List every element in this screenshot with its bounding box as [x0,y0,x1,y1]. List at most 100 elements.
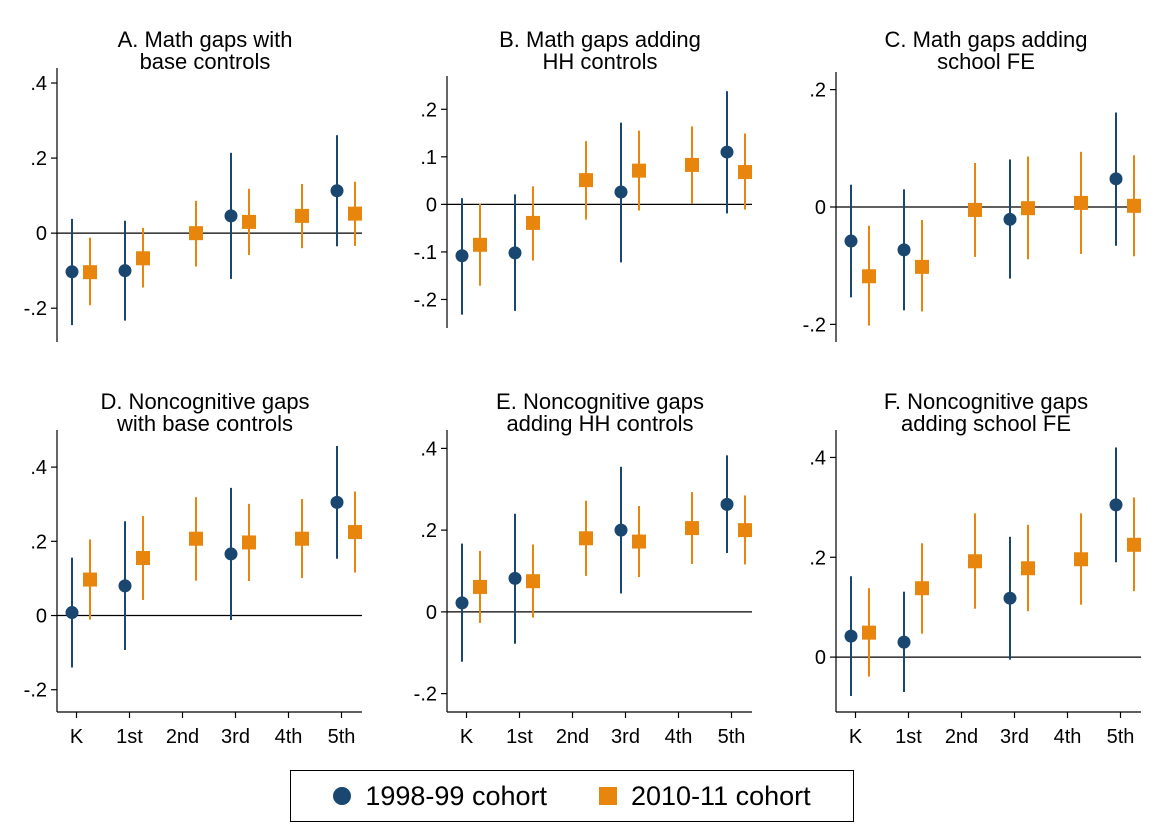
point-1998 [455,596,469,610]
point-2010 [242,214,256,229]
point-2010 [738,523,752,538]
point-2010 [685,157,699,172]
panel-title-line: adding HH controls [506,411,693,436]
y-tick-label: 0 [36,223,47,245]
x-tick-label: 4th [1054,726,1082,748]
panel-title-line: A. Math gaps with [118,27,293,52]
y-tick-label: .2 [809,547,826,569]
point-1998 [118,579,132,593]
x-tick-label: 5th [328,726,356,748]
point-2010 [685,521,699,536]
y-tick-label: 0 [815,647,826,669]
legend: 1998-99 cohort 2010-11 cohort [290,770,854,822]
point-1998 [614,185,628,199]
point-1998 [508,571,522,585]
point-1998 [118,264,132,278]
point-1998 [224,547,238,561]
y-tick-label: .4 [30,457,47,479]
y-tick-label: .4 [420,438,437,460]
point-1998 [1109,498,1123,512]
point-2010 [1074,195,1088,210]
legend-label-2010: 2010-11 cohort [631,780,811,811]
y-tick-label: .2 [809,80,826,102]
point-2010 [526,574,540,589]
x-tick-label: 5th [718,726,746,748]
x-tick-label: 2nd [556,726,589,748]
x-tick-label: 3rd [611,726,640,748]
panel-title-line: C. Math gaps adding [884,27,1087,52]
point-2010 [1074,552,1088,567]
x-tick-label: 4th [665,726,693,748]
point-1998 [720,145,734,159]
point-2010 [1021,201,1035,216]
y-tick-label: .2 [30,531,47,553]
y-tick-label: -.2 [803,314,826,336]
y-tick-label: .1 [420,147,437,169]
point-1998 [897,635,911,649]
point-2010 [1127,198,1141,213]
point-2010 [242,535,256,550]
point-2010 [295,531,309,546]
x-tick-label: K [849,726,863,748]
y-tick-label: -.2 [24,298,47,320]
point-2010 [1021,561,1035,576]
point-2010 [862,269,876,284]
x-tick-label: 1st [895,726,922,748]
x-tick-label: 3rd [221,726,250,748]
point-2010 [968,554,982,569]
panel-title-line: F. Noncognitive gaps [884,389,1088,414]
point-2010 [189,226,203,241]
point-1998 [614,523,628,537]
point-1998 [897,243,911,257]
y-tick-label: .4 [809,447,826,469]
y-tick-label: -.2 [414,289,437,311]
y-tick-label: 0 [36,606,47,628]
x-tick-label: 1st [506,726,533,748]
x-tick-label: 3rd [1000,726,1029,748]
legend-item-2010: 2010-11 cohort [599,781,811,812]
y-tick-label: .4 [30,73,47,95]
point-2010 [473,579,487,594]
x-tick-label: 1st [116,726,143,748]
point-1998 [455,249,469,263]
point-1998 [1003,591,1017,605]
panel-title-line: with base controls [116,411,293,436]
point-2010 [189,531,203,546]
x-tick-label: K [460,726,474,748]
x-tick-label: 4th [275,726,303,748]
point-1998 [330,184,344,198]
point-1998 [224,209,238,223]
x-tick-label: 2nd [166,726,199,748]
panel-title-line: B. Math gaps adding [499,27,701,52]
panel-title-line: adding school FE [901,411,1071,436]
point-2010 [136,251,150,266]
point-2010 [968,202,982,217]
point-2010 [526,215,540,230]
point-1998 [844,234,858,248]
point-1998 [330,495,344,509]
panel-title-line: E. Noncognitive gaps [496,389,704,414]
y-tick-label: 0 [426,194,437,216]
x-tick-label: 5th [1107,726,1135,748]
point-2010 [295,208,309,223]
point-2010 [136,551,150,566]
point-1998 [508,246,522,260]
point-2010 [1127,537,1141,552]
legend-marker-square [599,787,617,805]
point-1998 [1003,212,1017,226]
point-2010 [579,531,593,546]
legend-label-1998: 1998-99 cohort [365,780,547,811]
point-1998 [65,265,79,279]
point-1998 [844,629,858,643]
point-1998 [1109,172,1123,186]
point-2010 [473,237,487,252]
y-tick-label: .2 [30,148,47,170]
y-tick-label: 0 [426,602,437,624]
panel-title-line: base controls [140,49,271,74]
point-1998 [720,497,734,511]
y-tick-label: -.2 [24,680,47,702]
point-2010 [83,572,97,587]
y-tick-label: .2 [420,99,437,121]
x-tick-label: K [70,726,84,748]
point-2010 [579,173,593,188]
